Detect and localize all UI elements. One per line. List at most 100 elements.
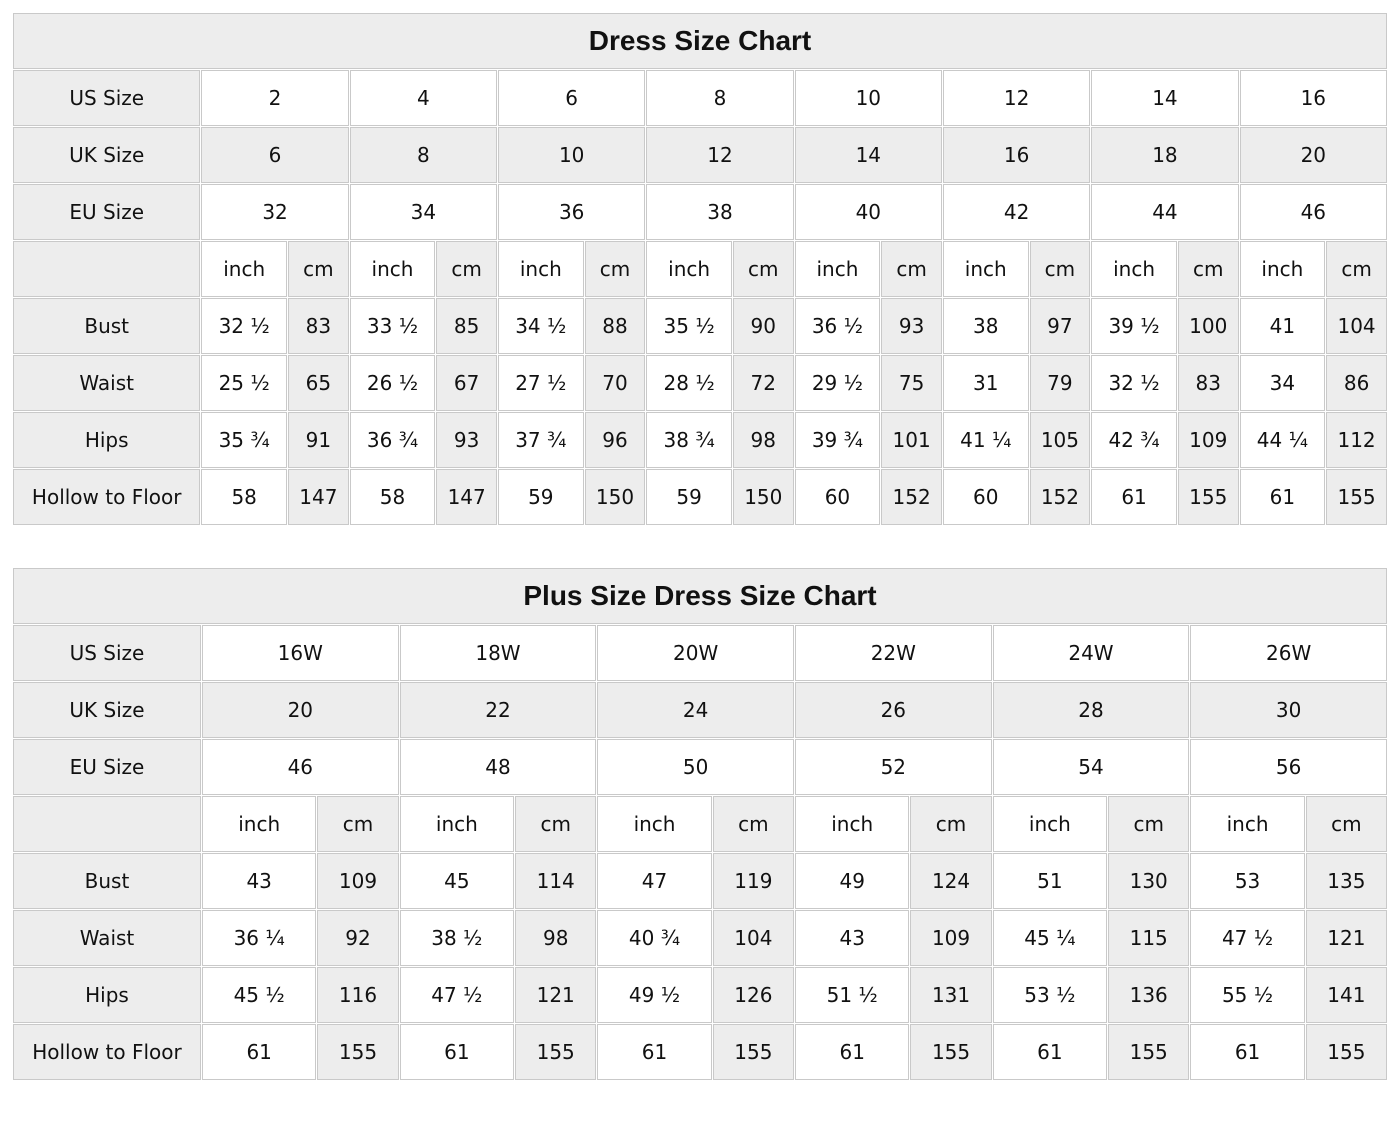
size-value-cell: 24 bbox=[597, 682, 794, 738]
size-value-cell: 4 bbox=[349, 70, 498, 126]
measure-inch-cell: 61 bbox=[399, 1024, 515, 1080]
unit-header-row: inch cm inch cm inch cm inch cm inch cm inch cm bbox=[13, 796, 1387, 852]
size-value-cell: 6 bbox=[498, 70, 646, 126]
measure-cm-cell: 67 bbox=[436, 355, 498, 411]
measure-inch-cell: 40 ¾ bbox=[597, 910, 712, 966]
measure-inch-cell: 61 bbox=[1239, 469, 1326, 525]
unit-inch-cell: inch bbox=[794, 796, 910, 852]
size-value-cell: 42 bbox=[942, 184, 1091, 240]
measure-inch-cell: 59 bbox=[498, 469, 584, 525]
size-value-cell: 16W bbox=[201, 625, 399, 681]
measure-cm-cell: 155 bbox=[1326, 469, 1387, 525]
table-title-row: Plus Size Dress Size Chart bbox=[13, 568, 1387, 624]
size-value-cell: 44 bbox=[1091, 184, 1239, 240]
size-value-cell: 16 bbox=[942, 127, 1091, 183]
measure-inch-cell: 39 ½ bbox=[1091, 298, 1177, 354]
dress-size-chart-title: Dress Size Chart bbox=[13, 13, 1387, 69]
row-label: UK Size bbox=[13, 127, 201, 183]
unit-inch-cell: inch bbox=[201, 796, 317, 852]
measurement-row: Bust 32 ½ 83 33 ½ 85 34 ½ 88 35 ½ 90 36 ½ 93 38 97 39… bbox=[13, 298, 1387, 354]
unit-cm-cell: cm bbox=[1108, 796, 1190, 852]
size-value-cell: 20W bbox=[597, 625, 794, 681]
table-title-row: Dress Size Chart bbox=[13, 13, 1387, 69]
unit-inch-cell: inch bbox=[942, 241, 1029, 297]
row-label: Bust bbox=[13, 853, 201, 909]
measure-inch-cell: 34 ½ bbox=[498, 298, 584, 354]
measure-inch-cell: 47 ½ bbox=[1190, 910, 1305, 966]
measurement-row: Hollow to Floor 61 155 61 155 61 155 61 155 61 155… bbox=[13, 1024, 1387, 1080]
unit-inch-cell: inch bbox=[646, 241, 732, 297]
measure-cm-cell: 79 bbox=[1029, 355, 1091, 411]
dress-size-chart-table: Dress Size Chart US Size 2 4 6 8 10 12 14 16 UK Si… bbox=[12, 12, 1388, 526]
measure-inch-cell: 33 ½ bbox=[349, 298, 436, 354]
unit-cm-cell: cm bbox=[1305, 796, 1387, 852]
size-value-cell: 48 bbox=[399, 739, 597, 795]
size-value-cell: 10 bbox=[794, 70, 942, 126]
measure-inch-cell: 45 ½ bbox=[201, 967, 317, 1023]
empty-corner-cell bbox=[13, 241, 201, 297]
measure-inch-cell: 41 ¼ bbox=[942, 412, 1029, 468]
measure-cm-cell: 75 bbox=[881, 355, 942, 411]
measure-cm-cell: 147 bbox=[287, 469, 349, 525]
measure-inch-cell: 42 ¾ bbox=[1091, 412, 1177, 468]
measure-inch-cell: 60 bbox=[794, 469, 881, 525]
row-label: Waist bbox=[13, 910, 201, 966]
measure-cm-cell: 112 bbox=[1326, 412, 1387, 468]
measure-inch-cell: 58 bbox=[201, 469, 287, 525]
measure-cm-cell: 100 bbox=[1177, 298, 1239, 354]
size-value-cell: 2 bbox=[201, 70, 349, 126]
size-value-cell: 38 bbox=[646, 184, 794, 240]
unit-inch-cell: inch bbox=[1190, 796, 1305, 852]
measure-cm-cell: 93 bbox=[436, 412, 498, 468]
measure-cm-cell: 114 bbox=[515, 853, 597, 909]
row-label: Bust bbox=[13, 298, 201, 354]
size-value-cell: 46 bbox=[1239, 184, 1387, 240]
measure-cm-cell: 101 bbox=[881, 412, 942, 468]
unit-cm-cell: cm bbox=[881, 241, 942, 297]
measure-cm-cell: 65 bbox=[287, 355, 349, 411]
unit-cm-cell: cm bbox=[317, 796, 399, 852]
measure-cm-cell: 155 bbox=[1305, 1024, 1387, 1080]
measure-cm-cell: 150 bbox=[584, 469, 646, 525]
size-value-cell: 50 bbox=[597, 739, 794, 795]
measure-inch-cell: 36 ¼ bbox=[201, 910, 317, 966]
measurement-row: Hollow to Floor 58 147 58 147 59 150 59 150 60 152… bbox=[13, 469, 1387, 525]
plus-size-dress-size-chart-title: Plus Size Dress Size Chart bbox=[13, 568, 1387, 624]
unit-cm-cell: cm bbox=[1177, 241, 1239, 297]
measure-cm-cell: 141 bbox=[1305, 967, 1387, 1023]
measure-inch-cell: 61 bbox=[597, 1024, 712, 1080]
measure-inch-cell: 25 ½ bbox=[201, 355, 287, 411]
size-value-cell: 54 bbox=[992, 739, 1190, 795]
measure-cm-cell: 98 bbox=[515, 910, 597, 966]
dress-size-chart-body: Dress Size Chart US Size 2 4 6 8 10 12 14 16 UK Si… bbox=[13, 13, 1387, 525]
measure-inch-cell: 43 bbox=[794, 910, 910, 966]
measure-cm-cell: 109 bbox=[1177, 412, 1239, 468]
size-value-cell: 14 bbox=[1091, 70, 1239, 126]
size-value-cell: 8 bbox=[646, 70, 794, 126]
measure-cm-cell: 109 bbox=[317, 853, 399, 909]
measure-cm-cell: 72 bbox=[732, 355, 794, 411]
measure-inch-cell: 35 ¾ bbox=[201, 412, 287, 468]
measure-cm-cell: 70 bbox=[584, 355, 646, 411]
row-label: Hips bbox=[13, 967, 201, 1023]
size-value-cell: 10 bbox=[498, 127, 646, 183]
unit-cm-cell: cm bbox=[287, 241, 349, 297]
unit-inch-cell: inch bbox=[349, 241, 436, 297]
measure-cm-cell: 155 bbox=[317, 1024, 399, 1080]
measure-cm-cell: 155 bbox=[515, 1024, 597, 1080]
measure-cm-cell: 104 bbox=[1326, 298, 1387, 354]
measure-inch-cell: 49 bbox=[794, 853, 910, 909]
plus-size-dress-size-chart-table: Plus Size Dress Size Chart US Size 16W 18W 2… bbox=[12, 567, 1388, 1081]
empty-corner-cell bbox=[13, 796, 201, 852]
measure-inch-cell: 27 ½ bbox=[498, 355, 584, 411]
measure-inch-cell: 49 ½ bbox=[597, 967, 712, 1023]
size-row: EU Size 46 48 50 52 54 56 bbox=[13, 739, 1387, 795]
row-label: US Size bbox=[13, 625, 201, 681]
measure-cm-cell: 152 bbox=[1029, 469, 1091, 525]
measure-cm-cell: 121 bbox=[515, 967, 597, 1023]
measure-inch-cell: 47 bbox=[597, 853, 712, 909]
size-value-cell: 30 bbox=[1190, 682, 1387, 738]
row-label: UK Size bbox=[13, 682, 201, 738]
unit-inch-cell: inch bbox=[1239, 241, 1326, 297]
